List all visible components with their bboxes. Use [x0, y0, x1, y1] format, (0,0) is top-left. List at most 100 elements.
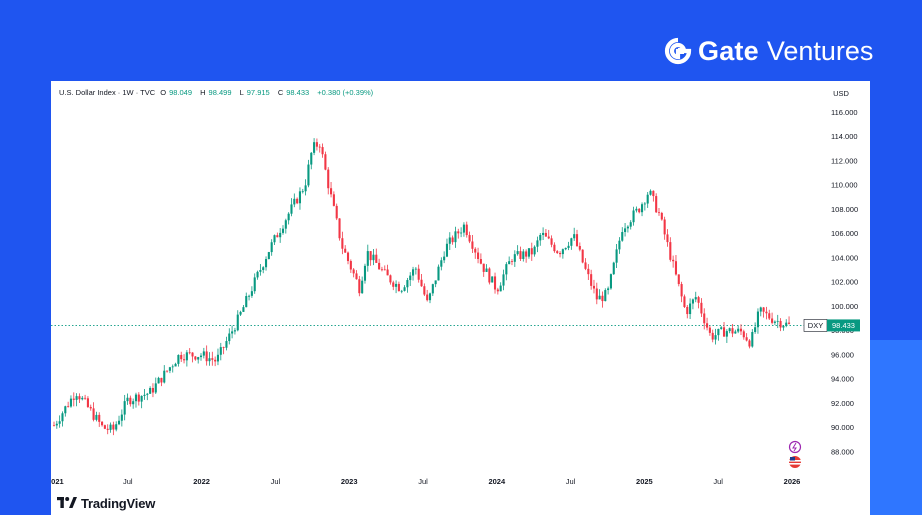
candle[interactable]: [55, 420, 58, 429]
candle[interactable]: [395, 280, 398, 294]
candle[interactable]: [748, 339, 751, 349]
candle[interactable]: [539, 232, 542, 246]
candle[interactable]: [375, 248, 378, 264]
candle[interactable]: [58, 415, 61, 428]
candle[interactable]: [536, 236, 539, 253]
candle[interactable]: [92, 402, 95, 422]
candle[interactable]: [103, 424, 106, 430]
candle[interactable]: [754, 322, 757, 334]
candle[interactable]: [236, 310, 239, 332]
candle[interactable]: [276, 232, 279, 238]
candle[interactable]: [559, 251, 562, 258]
candle[interactable]: [358, 275, 361, 297]
candle[interactable]: [219, 342, 222, 361]
candle[interactable]: [250, 286, 253, 298]
candle[interactable]: [194, 356, 197, 361]
candle[interactable]: [344, 245, 347, 253]
candle[interactable]: [321, 143, 324, 158]
candle[interactable]: [431, 283, 434, 297]
candle[interactable]: [626, 225, 629, 233]
candle[interactable]: [363, 263, 367, 284]
candle[interactable]: [632, 206, 635, 226]
candle[interactable]: [208, 352, 211, 366]
candle[interactable]: [759, 306, 762, 317]
candle[interactable]: [214, 356, 217, 367]
candle[interactable]: [341, 231, 344, 255]
candle[interactable]: [482, 263, 485, 277]
candle[interactable]: [202, 347, 205, 359]
candle[interactable]: [508, 256, 511, 265]
candle[interactable]: [663, 216, 666, 240]
candle[interactable]: [561, 248, 564, 259]
candle[interactable]: [293, 193, 296, 208]
candle[interactable]: [168, 366, 171, 374]
candle[interactable]: [660, 211, 663, 221]
candle[interactable]: [417, 264, 420, 283]
candle[interactable]: [182, 354, 186, 364]
candle[interactable]: [502, 269, 505, 291]
candle[interactable]: [776, 314, 779, 329]
candle[interactable]: [771, 312, 774, 325]
candle[interactable]: [573, 227, 576, 241]
candle[interactable]: [281, 225, 285, 235]
candle[interactable]: [468, 231, 471, 244]
candle[interactable]: [101, 420, 104, 427]
candle[interactable]: [86, 396, 89, 409]
candle[interactable]: [734, 329, 737, 334]
candle[interactable]: [691, 298, 694, 310]
candle[interactable]: [378, 258, 381, 270]
candle[interactable]: [369, 251, 372, 266]
candle[interactable]: [298, 187, 302, 210]
candle[interactable]: [115, 421, 118, 432]
candle[interactable]: [67, 401, 70, 408]
candle[interactable]: [346, 251, 350, 265]
candle[interactable]: [773, 320, 776, 326]
candle[interactable]: [516, 245, 519, 256]
candle[interactable]: [270, 239, 273, 256]
candle[interactable]: [728, 327, 731, 334]
candle[interactable]: [666, 229, 669, 247]
candle[interactable]: [587, 264, 590, 280]
candle[interactable]: [154, 377, 157, 395]
candle[interactable]: [335, 203, 338, 221]
candle[interactable]: [488, 267, 491, 285]
candle[interactable]: [640, 202, 644, 217]
candle[interactable]: [315, 138, 318, 151]
candle[interactable]: [324, 151, 327, 171]
candle[interactable]: [304, 179, 307, 196]
candle[interactable]: [242, 305, 245, 313]
candle[interactable]: [423, 283, 426, 297]
candle[interactable]: [527, 248, 531, 259]
candle[interactable]: [598, 289, 601, 300]
candle[interactable]: [785, 319, 788, 328]
candle[interactable]: [751, 329, 754, 348]
candle[interactable]: [296, 197, 299, 205]
candle[interactable]: [590, 269, 593, 290]
candle[interactable]: [479, 253, 482, 265]
candle[interactable]: [330, 182, 333, 198]
candle[interactable]: [635, 206, 638, 213]
us-flag-icon[interactable]: [789, 456, 801, 468]
candle[interactable]: [496, 287, 499, 295]
candle[interactable]: [765, 306, 768, 320]
candle[interactable]: [697, 295, 700, 309]
candle[interactable]: [231, 325, 234, 339]
candle[interactable]: [89, 404, 92, 411]
candle[interactable]: [440, 257, 443, 271]
candle[interactable]: [267, 251, 270, 260]
candle[interactable]: [711, 329, 714, 343]
candle[interactable]: [457, 228, 460, 239]
candle[interactable]: [649, 189, 652, 196]
candle[interactable]: [742, 329, 745, 340]
candle[interactable]: [248, 294, 251, 301]
candle[interactable]: [745, 333, 748, 342]
candle[interactable]: [643, 202, 646, 211]
candle[interactable]: [474, 247, 477, 259]
candle[interactable]: [652, 190, 655, 202]
candle[interactable]: [366, 244, 369, 272]
candle[interactable]: [123, 394, 126, 421]
candle[interactable]: [714, 328, 717, 345]
candle[interactable]: [120, 409, 123, 427]
candle[interactable]: [409, 272, 412, 286]
candle[interactable]: [525, 249, 528, 263]
